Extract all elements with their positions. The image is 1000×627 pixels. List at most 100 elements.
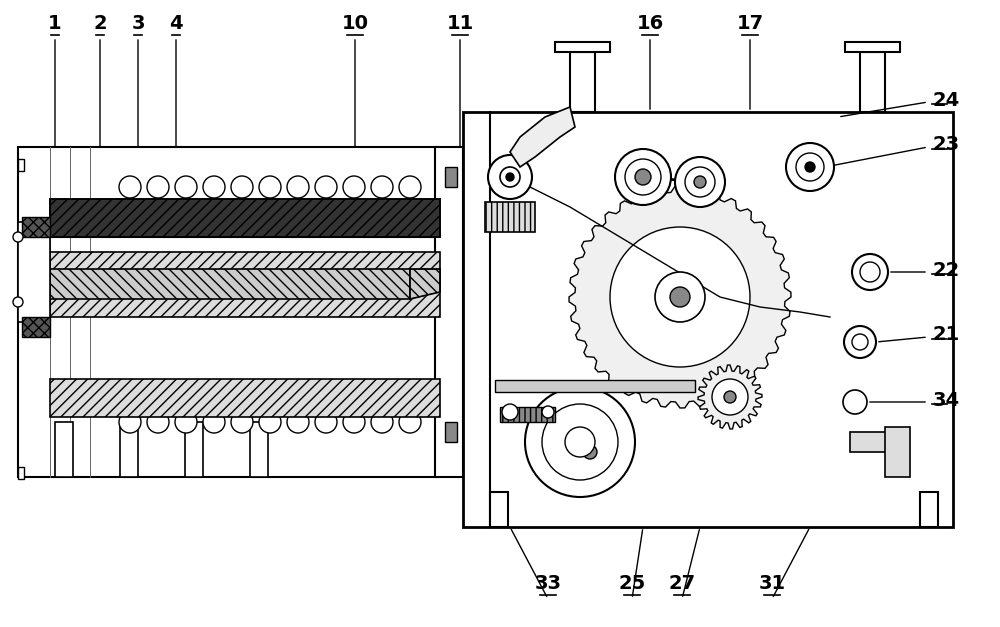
Circle shape [852, 254, 888, 290]
Circle shape [231, 176, 253, 198]
Circle shape [542, 406, 554, 418]
Polygon shape [560, 422, 620, 482]
Text: 23: 23 [933, 135, 960, 154]
Bar [50, 199, 440, 237]
Polygon shape [569, 186, 791, 408]
Bar [555, 42, 610, 52]
Polygon shape [410, 269, 440, 299]
Circle shape [610, 227, 750, 367]
Circle shape [13, 232, 23, 242]
Circle shape [655, 272, 705, 322]
Bar [18, 222, 50, 322]
Circle shape [371, 411, 393, 433]
Bar [845, 42, 900, 52]
Circle shape [675, 157, 725, 207]
Text: 21: 21 [933, 325, 960, 344]
Circle shape [203, 176, 225, 198]
Bar [570, 52, 595, 112]
Bar [50, 252, 440, 317]
Circle shape [399, 411, 421, 433]
Bar [120, 422, 138, 477]
Bar [50, 379, 440, 417]
Circle shape [175, 176, 197, 198]
Bar [463, 112, 953, 527]
Bar [435, 147, 463, 477]
Circle shape [635, 169, 651, 185]
Text: 34: 34 [933, 391, 960, 409]
Text: 33: 33 [534, 574, 562, 593]
Circle shape [343, 411, 365, 433]
Bar [55, 422, 73, 477]
Circle shape [500, 167, 520, 187]
Circle shape [712, 379, 748, 415]
Circle shape [147, 176, 169, 198]
Bar [18, 467, 24, 479]
Circle shape [259, 411, 281, 433]
Bar [50, 269, 410, 299]
Circle shape [860, 262, 880, 282]
Bar [850, 432, 905, 452]
Text: 3: 3 [131, 14, 145, 33]
Bar [22, 317, 50, 337]
Bar [50, 199, 440, 237]
Bar [495, 380, 695, 392]
Bar [860, 52, 885, 112]
Text: 25: 25 [618, 574, 646, 593]
Circle shape [796, 153, 824, 181]
Circle shape [287, 411, 309, 433]
Circle shape [119, 176, 141, 198]
Circle shape [805, 162, 815, 172]
Bar [920, 492, 938, 527]
Bar [18, 159, 24, 171]
Circle shape [852, 334, 868, 350]
Bar [250, 422, 268, 477]
Text: 24: 24 [933, 90, 960, 110]
Circle shape [13, 297, 23, 307]
Bar [485, 202, 535, 232]
Circle shape [506, 173, 514, 181]
Text: 27: 27 [668, 574, 696, 593]
Circle shape [565, 427, 595, 457]
Circle shape [343, 176, 365, 198]
Circle shape [147, 411, 169, 433]
Circle shape [231, 411, 253, 433]
Circle shape [625, 159, 661, 195]
Circle shape [525, 387, 635, 497]
Circle shape [685, 167, 715, 197]
Circle shape [315, 411, 337, 433]
Circle shape [786, 143, 834, 191]
Polygon shape [510, 107, 575, 167]
Circle shape [175, 411, 197, 433]
Circle shape [583, 445, 597, 459]
Circle shape [694, 176, 706, 188]
Text: 11: 11 [446, 14, 474, 33]
Circle shape [724, 391, 736, 403]
Polygon shape [698, 365, 762, 429]
Circle shape [615, 149, 671, 205]
Bar [185, 422, 203, 477]
Bar [445, 167, 457, 187]
Text: 2: 2 [93, 14, 107, 33]
Circle shape [542, 404, 618, 480]
Circle shape [670, 287, 690, 307]
Circle shape [259, 176, 281, 198]
Bar [445, 422, 457, 442]
Circle shape [203, 411, 225, 433]
Circle shape [371, 176, 393, 198]
Bar [885, 427, 910, 477]
Text: 17: 17 [736, 14, 764, 33]
Circle shape [502, 404, 518, 420]
Circle shape [315, 176, 337, 198]
Bar [22, 217, 50, 237]
Bar [500, 407, 555, 422]
Circle shape [843, 390, 867, 414]
Text: 22: 22 [933, 260, 960, 280]
Circle shape [844, 326, 876, 358]
Text: 4: 4 [169, 14, 183, 33]
Bar [18, 147, 438, 477]
Text: 16: 16 [636, 14, 664, 33]
Text: 10: 10 [342, 14, 368, 33]
Circle shape [488, 155, 532, 199]
Text: 31: 31 [758, 574, 786, 593]
Text: 1: 1 [48, 14, 62, 33]
